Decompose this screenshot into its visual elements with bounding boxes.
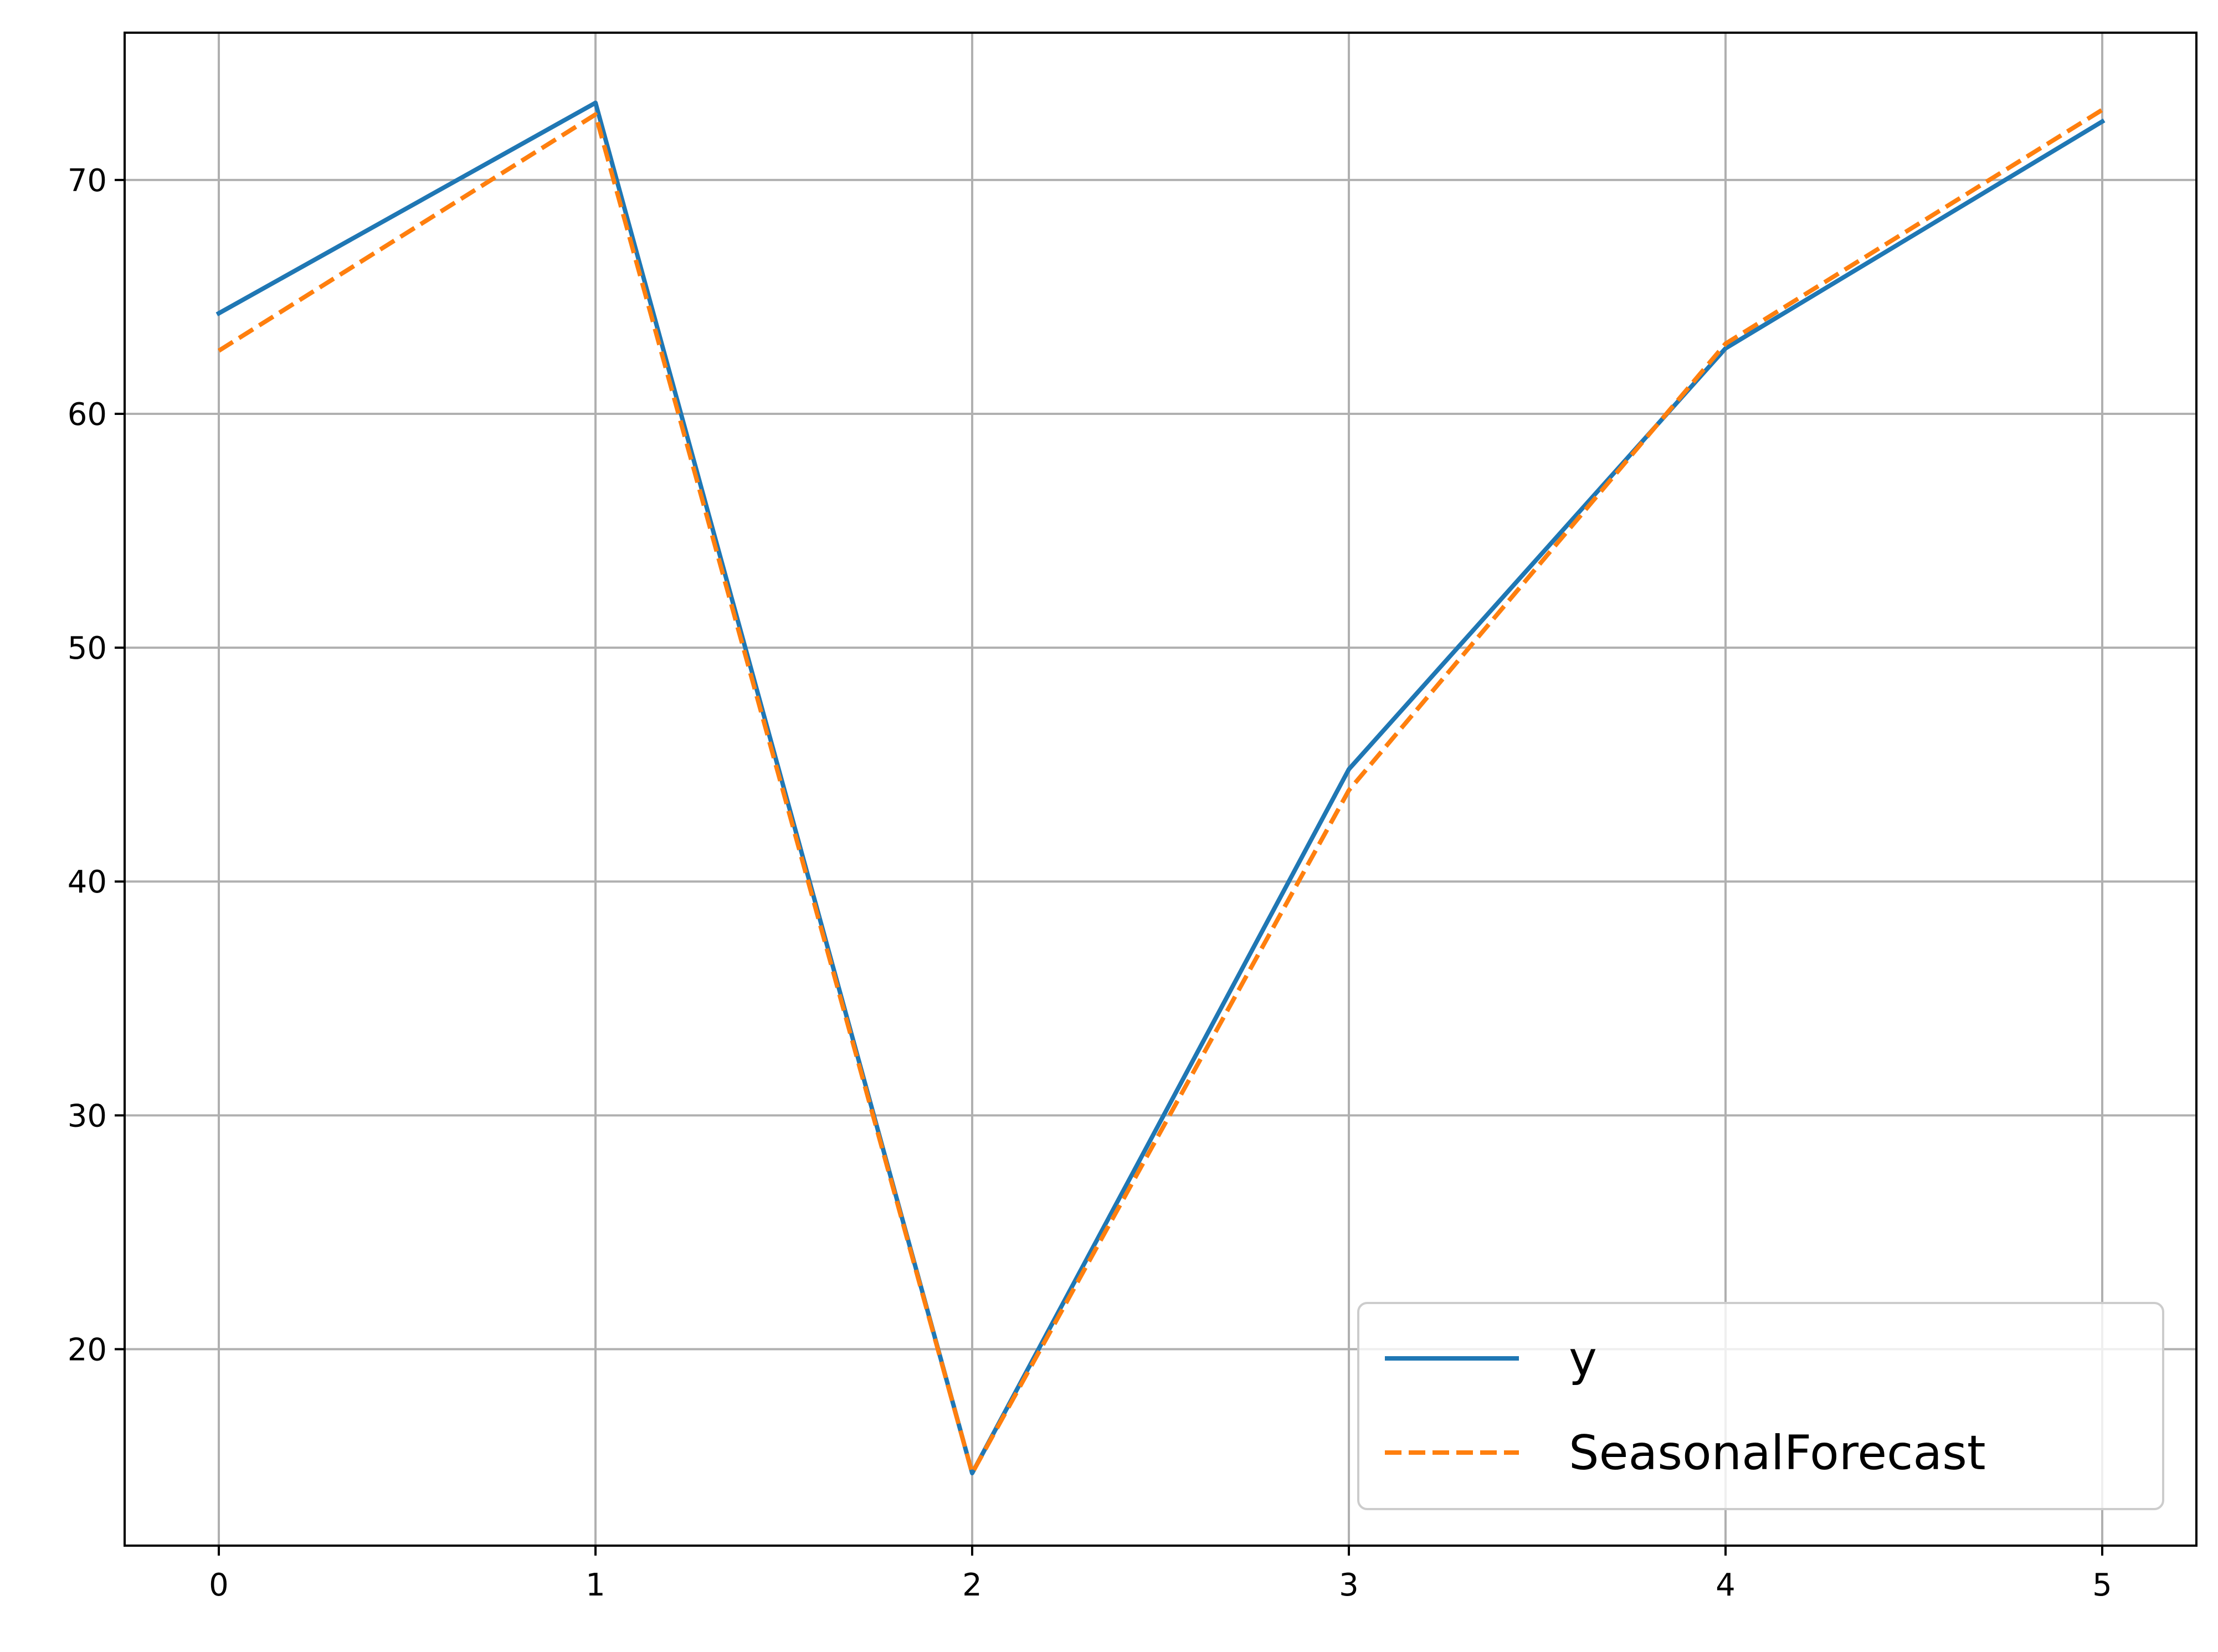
legend-label: y <box>1569 1331 1597 1387</box>
y-tick-label: 70 <box>68 163 107 199</box>
x-tick-label: 2 <box>962 1567 982 1603</box>
x-tick-label: 1 <box>586 1567 605 1603</box>
grid <box>125 33 2196 1546</box>
axis-ticks: 0 1 2 3 4 5 20 30 40 50 60 70 <box>68 163 2112 1603</box>
series-line-seasonal-forecast <box>217 107 2104 1476</box>
x-tick-label: 4 <box>1716 1567 1736 1603</box>
x-tick-label: 3 <box>1339 1567 1359 1603</box>
series-layer <box>215 100 2106 1476</box>
y-tick-label: 40 <box>68 864 107 900</box>
x-tick-label: 0 <box>209 1567 229 1603</box>
y-tick-label: 20 <box>68 1332 107 1368</box>
legend-box <box>1357 1302 2164 1510</box>
plot-frame <box>124 32 2198 1547</box>
y-tick-label: 30 <box>68 1098 107 1134</box>
series-line-y <box>215 100 2106 1476</box>
y-tick-label: 50 <box>68 630 107 666</box>
y-tick-label: 60 <box>68 397 107 433</box>
x-tick-label: 5 <box>2092 1567 2112 1603</box>
legend-label: SeasonalForecast <box>1569 1425 1986 1481</box>
legend: y SeasonalForecast <box>1357 1302 2164 1510</box>
